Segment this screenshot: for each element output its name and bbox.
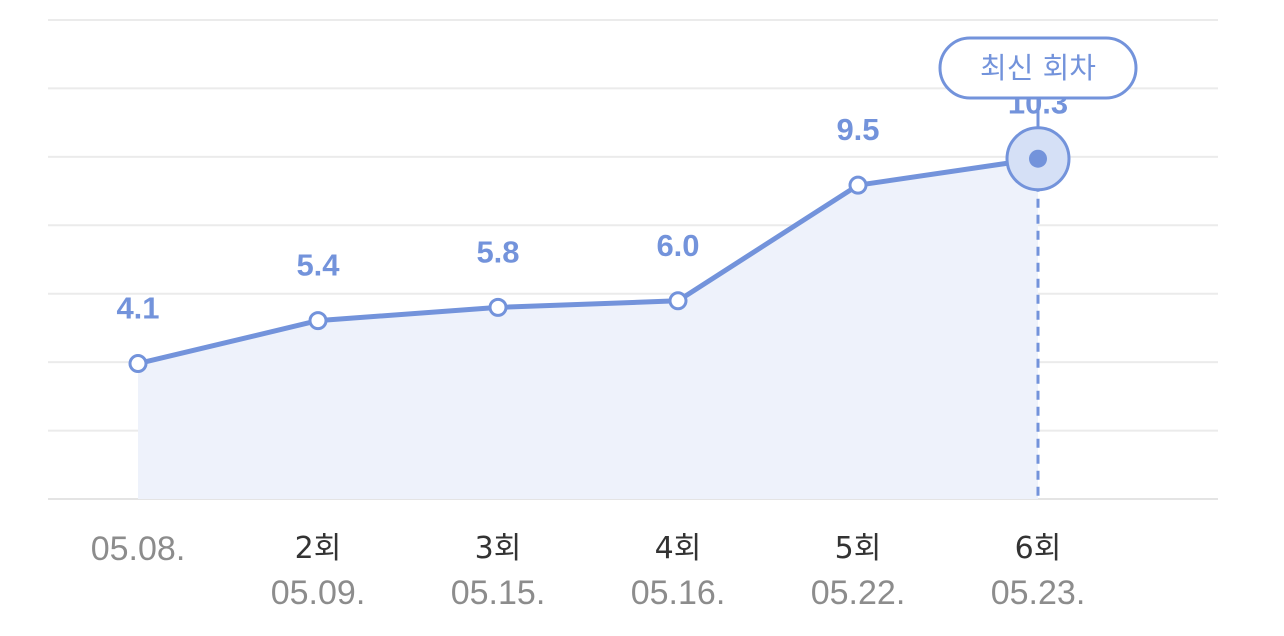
data-point	[308, 311, 328, 331]
date-label: 05.23.	[991, 574, 1086, 612]
value-label: 4.1	[116, 291, 159, 326]
date-label: 05.09.	[271, 574, 366, 612]
data-point	[128, 354, 148, 374]
value-label: 5.8	[476, 234, 519, 269]
value-label: 9.5	[836, 112, 879, 147]
x-axis-labels: 05.08. 2회 05.09. 3회 05.15. 4회 05.16. 5회 05.22. 6회…	[91, 530, 1086, 612]
round-label: 2회	[295, 531, 342, 566]
date-label: 05.16.	[631, 574, 726, 612]
latest-round-badge[interactable]: 최신 회차	[938, 36, 1138, 100]
date-label: 05.15.	[451, 574, 546, 612]
latest-round-badge-box	[938, 36, 1138, 100]
round-label: 3회	[475, 531, 522, 566]
area-fill	[138, 158, 1038, 500]
data-point	[488, 297, 508, 317]
data-point	[668, 291, 688, 311]
series-line	[135, 156, 1041, 367]
round-label: 4회	[655, 531, 702, 566]
round-label: 5회	[835, 531, 882, 566]
date-label: 05.22.	[811, 574, 906, 612]
round-label: 6회	[1015, 531, 1062, 566]
value-labels: 4.15.4 5.8 6.09.510.3	[116, 86, 1068, 326]
value-label: 6.0	[656, 228, 699, 263]
value-label: 5.4	[296, 248, 340, 283]
data-point	[848, 175, 868, 195]
latest-round-badge-label: 최신 회차	[980, 51, 1096, 85]
data-points	[128, 126, 1071, 374]
date-label: 05.08.	[91, 530, 186, 568]
highlight-point	[1029, 149, 1047, 168]
